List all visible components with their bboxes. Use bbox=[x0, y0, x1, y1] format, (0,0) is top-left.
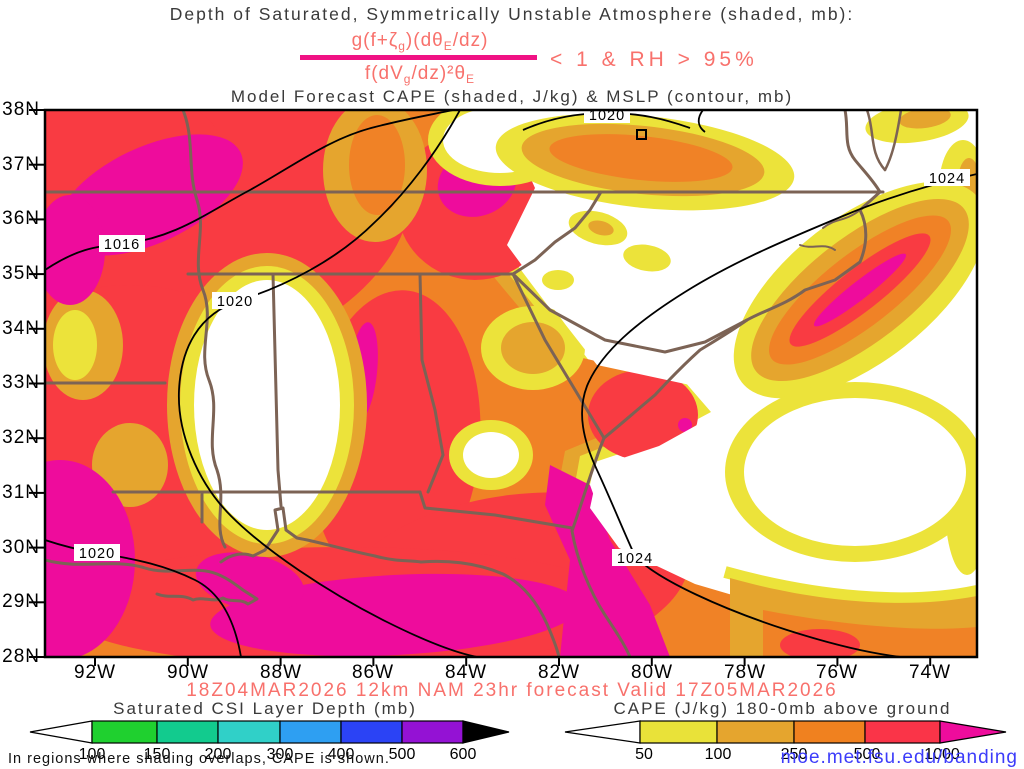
cape-colorbar-segment bbox=[864, 720, 941, 744]
contour-label: 1024 bbox=[929, 171, 965, 187]
contour-label: 1020 bbox=[589, 108, 625, 124]
page-subtitle: Model Forecast CAPE (shaded, J/kg) & MSL… bbox=[230, 87, 794, 106]
credit-link[interactable]: moe.met.fsu.edu/banding bbox=[780, 747, 1018, 768]
csi-colorbar-segment bbox=[401, 720, 464, 744]
lon-tick-label: 78W bbox=[723, 662, 767, 683]
lat-tick-label: 29N bbox=[2, 591, 40, 612]
cape-colorbar-segment bbox=[639, 720, 718, 744]
cape-tick-label: 50 bbox=[635, 746, 653, 763]
formula-condition: < 1 & RH > 95% bbox=[550, 48, 758, 71]
lat-tick-label: 35N bbox=[2, 263, 40, 284]
lat-tick-label: 38N bbox=[2, 99, 40, 120]
contour-labels: 1016 1020 1020 1020 1024 1024 bbox=[74, 106, 970, 567]
csi-colorbar-segment bbox=[91, 720, 158, 744]
cape-colorbar-segment bbox=[793, 720, 866, 744]
csi-colorbar bbox=[29, 720, 510, 744]
cape-over-arrow bbox=[939, 720, 1007, 744]
contour-label: 1020 bbox=[79, 546, 115, 562]
contour-label: 1016 bbox=[104, 237, 140, 253]
cape-colorbar-segment bbox=[716, 720, 795, 744]
csi-tick-label: 500 bbox=[388, 746, 416, 763]
page-title: Depth of Saturated, Symmetrically Unstab… bbox=[169, 4, 855, 24]
run-info: 18Z04MAR2026 12km NAM 23hr forecast Vali… bbox=[186, 680, 838, 701]
lat-tick-label: 36N bbox=[2, 208, 40, 229]
lon-tick-label: 74W bbox=[908, 662, 952, 683]
csi-over-arrow bbox=[462, 720, 510, 744]
csi-colorbar-title: Saturated CSI Layer Depth (mb) bbox=[113, 699, 417, 718]
contour-label: 1024 bbox=[617, 551, 653, 567]
lat-tick-label: 30N bbox=[2, 537, 40, 558]
lon-tick-label: 88W bbox=[259, 662, 303, 683]
cape-under-arrow bbox=[564, 720, 641, 744]
overlap-note: In regions where shading overlaps, CAPE … bbox=[8, 751, 390, 767]
csi-colorbar-segment bbox=[340, 720, 403, 744]
lon-tick-label: 92W bbox=[73, 662, 117, 683]
lon-tick-label: 90W bbox=[166, 662, 210, 683]
csi-tick-label: 400 bbox=[327, 746, 355, 763]
csi-tick-label: 200 bbox=[204, 746, 232, 763]
contour-label: 1020 bbox=[217, 294, 253, 310]
lon-tick-label: 76W bbox=[815, 662, 859, 683]
cape-tick-label: 250 bbox=[780, 746, 808, 763]
csi-colorbar-segment bbox=[217, 720, 281, 744]
lat-tick-label: 34N bbox=[2, 318, 40, 339]
cape-shading bbox=[45, 110, 977, 657]
lat-tick-label: 32N bbox=[2, 427, 40, 448]
state-borders bbox=[45, 110, 903, 657]
csi-under-arrow bbox=[29, 720, 93, 744]
cape-tick-label: 100 bbox=[704, 746, 732, 763]
csi-tick-label: 150 bbox=[143, 746, 171, 763]
csi-tick-label: 300 bbox=[266, 746, 294, 763]
lat-tick-label: 33N bbox=[2, 372, 40, 393]
lon-tick-label: 84W bbox=[444, 662, 488, 683]
formula-denominator: f(dVg/dz)²θE bbox=[364, 63, 476, 86]
fraction-bar bbox=[300, 55, 537, 60]
lat-tick-label: 31N bbox=[2, 482, 40, 503]
cape-colorbar-title: CAPE (J/kg) 180-0mb above ground bbox=[613, 699, 952, 718]
csi-tick-label: 100 bbox=[78, 746, 106, 763]
formula-numerator: g(f+ζg)(dθE/dz) bbox=[351, 30, 489, 53]
csi-tick-label: 600 bbox=[449, 746, 477, 763]
lon-tick-label: 82W bbox=[537, 662, 581, 683]
csi-colorbar-segment bbox=[156, 720, 219, 744]
lon-tick-label: 86W bbox=[351, 662, 395, 683]
axis-ticks bbox=[29, 109, 932, 666]
lat-tick-label: 37N bbox=[2, 154, 40, 175]
cape-colorbar bbox=[564, 720, 1007, 744]
cape-tick-label: 500 bbox=[853, 746, 881, 763]
csi-colorbar-segment bbox=[279, 720, 342, 744]
lon-tick-label: 80W bbox=[630, 662, 674, 683]
map-frame bbox=[43, 108, 979, 659]
cape-tick-label: 1000 bbox=[924, 746, 960, 763]
forecast-map: 1016 1020 1020 1020 1024 1024 bbox=[29, 106, 979, 666]
lat-tick-label: 28N bbox=[2, 646, 40, 667]
